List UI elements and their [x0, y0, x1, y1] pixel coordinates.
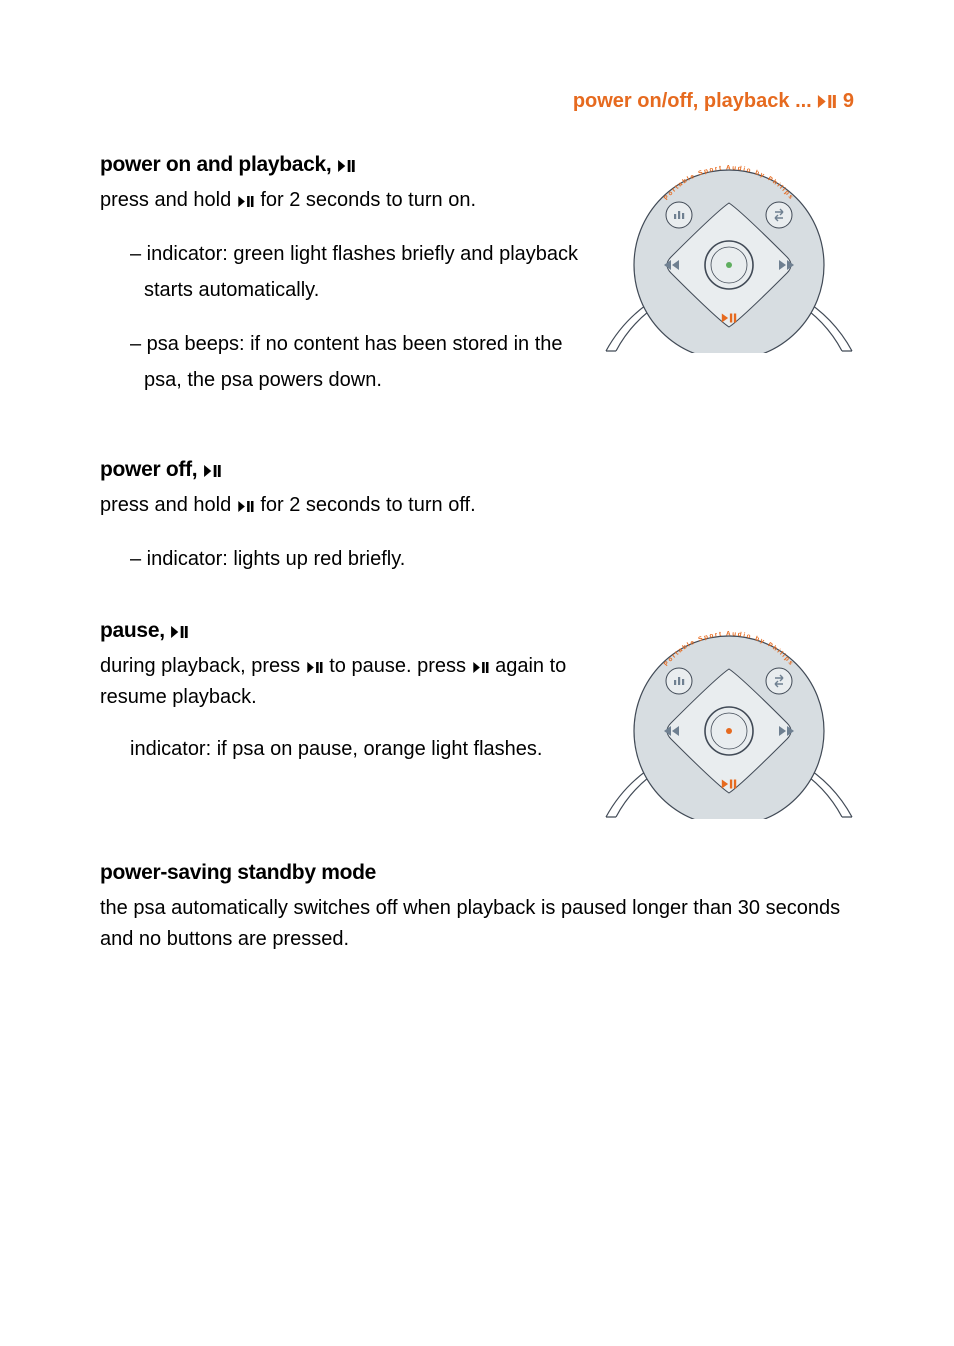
play-pause-icon: [337, 160, 356, 172]
eq-button: [666, 668, 692, 694]
text: press and hold: [100, 494, 237, 516]
heading-text: pause,: [100, 619, 170, 642]
body-standby: the psa automatically switches off when …: [100, 893, 854, 955]
play-pause-icon: [203, 465, 222, 477]
section-power-off: power off, press and hold for 2 seconds …: [100, 458, 854, 577]
heading-pause: pause,: [100, 619, 580, 643]
body-power-off: press and hold for 2 seconds to turn off…: [100, 490, 854, 521]
text: during playback, press: [100, 655, 306, 677]
page-number: 9: [843, 90, 854, 112]
text: to pause. press: [324, 655, 472, 677]
play-pause-icon: [237, 501, 255, 512]
body-pause: during playback, press to pause. press a…: [100, 651, 580, 713]
list-item: – indicator: green light flashes briefly…: [130, 236, 580, 308]
list-power-on: – indicator: green light flashes briefly…: [100, 236, 580, 398]
list-item: – psa beeps: if no content has been stor…: [130, 326, 580, 398]
list-item: – indicator: lights up red briefly.: [130, 541, 854, 577]
text: for 2 seconds to turn off.: [255, 494, 476, 516]
eq-button: [666, 202, 692, 228]
mode-button: [766, 668, 792, 694]
heading-power-on: power on and playback,: [100, 153, 580, 177]
page-header: power on/off, playback ... 9: [100, 90, 854, 113]
device-illustration-1: Portable Sport Audio by Philips: [604, 153, 854, 353]
play-pause-icon: [306, 662, 324, 673]
list-power-off: – indicator: lights up red briefly.: [100, 541, 854, 577]
text: press and hold: [100, 189, 237, 211]
heading-power-off: power off,: [100, 458, 854, 482]
heading-standby: power-saving standby mode: [100, 861, 854, 885]
pause-note: indicator: if psa on pause, orange light…: [100, 731, 580, 767]
heading-text: power on and playback,: [100, 153, 337, 176]
play-pause-icon: [472, 662, 490, 673]
play-pause-icon: [237, 196, 255, 207]
device-illustration-2: Portable Sport Audio by Philips: [604, 619, 854, 819]
body-power-on: press and hold for 2 seconds to turn on.: [100, 185, 580, 216]
mode-button: [766, 202, 792, 228]
section-standby: power-saving standby mode the psa automa…: [100, 861, 854, 955]
play-pause-icon: [817, 95, 837, 108]
play-pause-icon: [170, 626, 189, 638]
heading-text: power off,: [100, 458, 203, 481]
header-text: power on/off, playback ...: [573, 90, 812, 112]
text: for 2 seconds to turn on.: [255, 189, 476, 211]
section-power-on: power on and playback, press and hold fo…: [100, 153, 854, 416]
section-pause: pause, during playback, press to pause. …: [100, 619, 854, 819]
